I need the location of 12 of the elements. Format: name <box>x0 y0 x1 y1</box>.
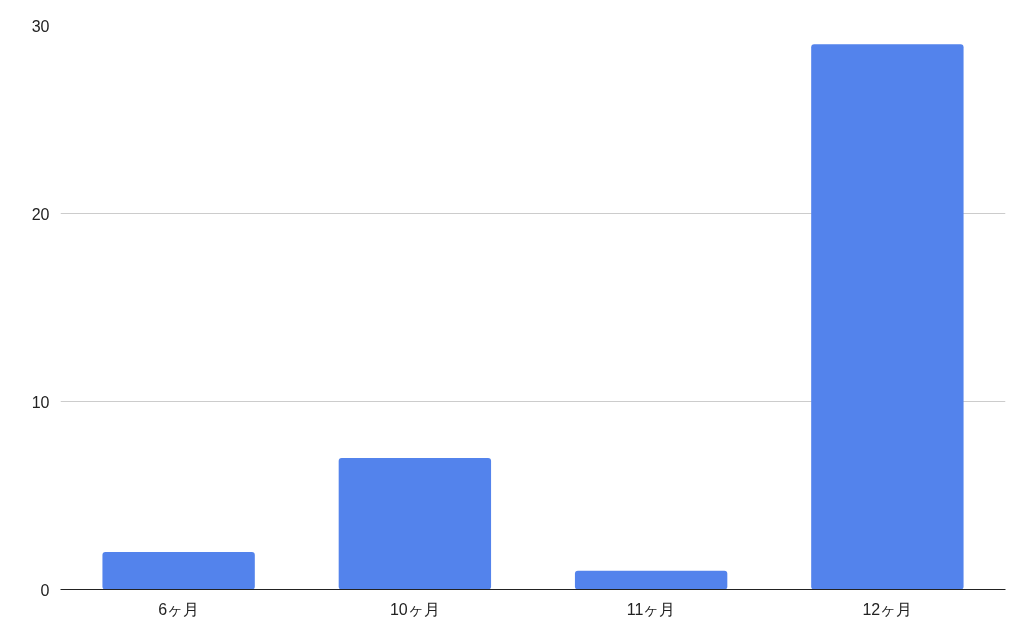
x-tick-label: 10ヶ月 <box>389 600 440 618</box>
bar <box>811 44 964 590</box>
bar <box>338 457 492 590</box>
x-tick-label: 11ヶ月 <box>626 600 676 618</box>
y-tick-label: 30 <box>31 17 50 35</box>
y-tick-label: 10 <box>31 393 50 411</box>
x-tick-label: 6ヶ月 <box>158 600 200 618</box>
x-tick-label: 12ヶ月 <box>862 600 913 618</box>
bar <box>102 551 255 590</box>
y-tick-label: 20 <box>31 205 50 223</box>
y-tick-label: 0 <box>40 581 50 599</box>
bar <box>574 570 728 590</box>
